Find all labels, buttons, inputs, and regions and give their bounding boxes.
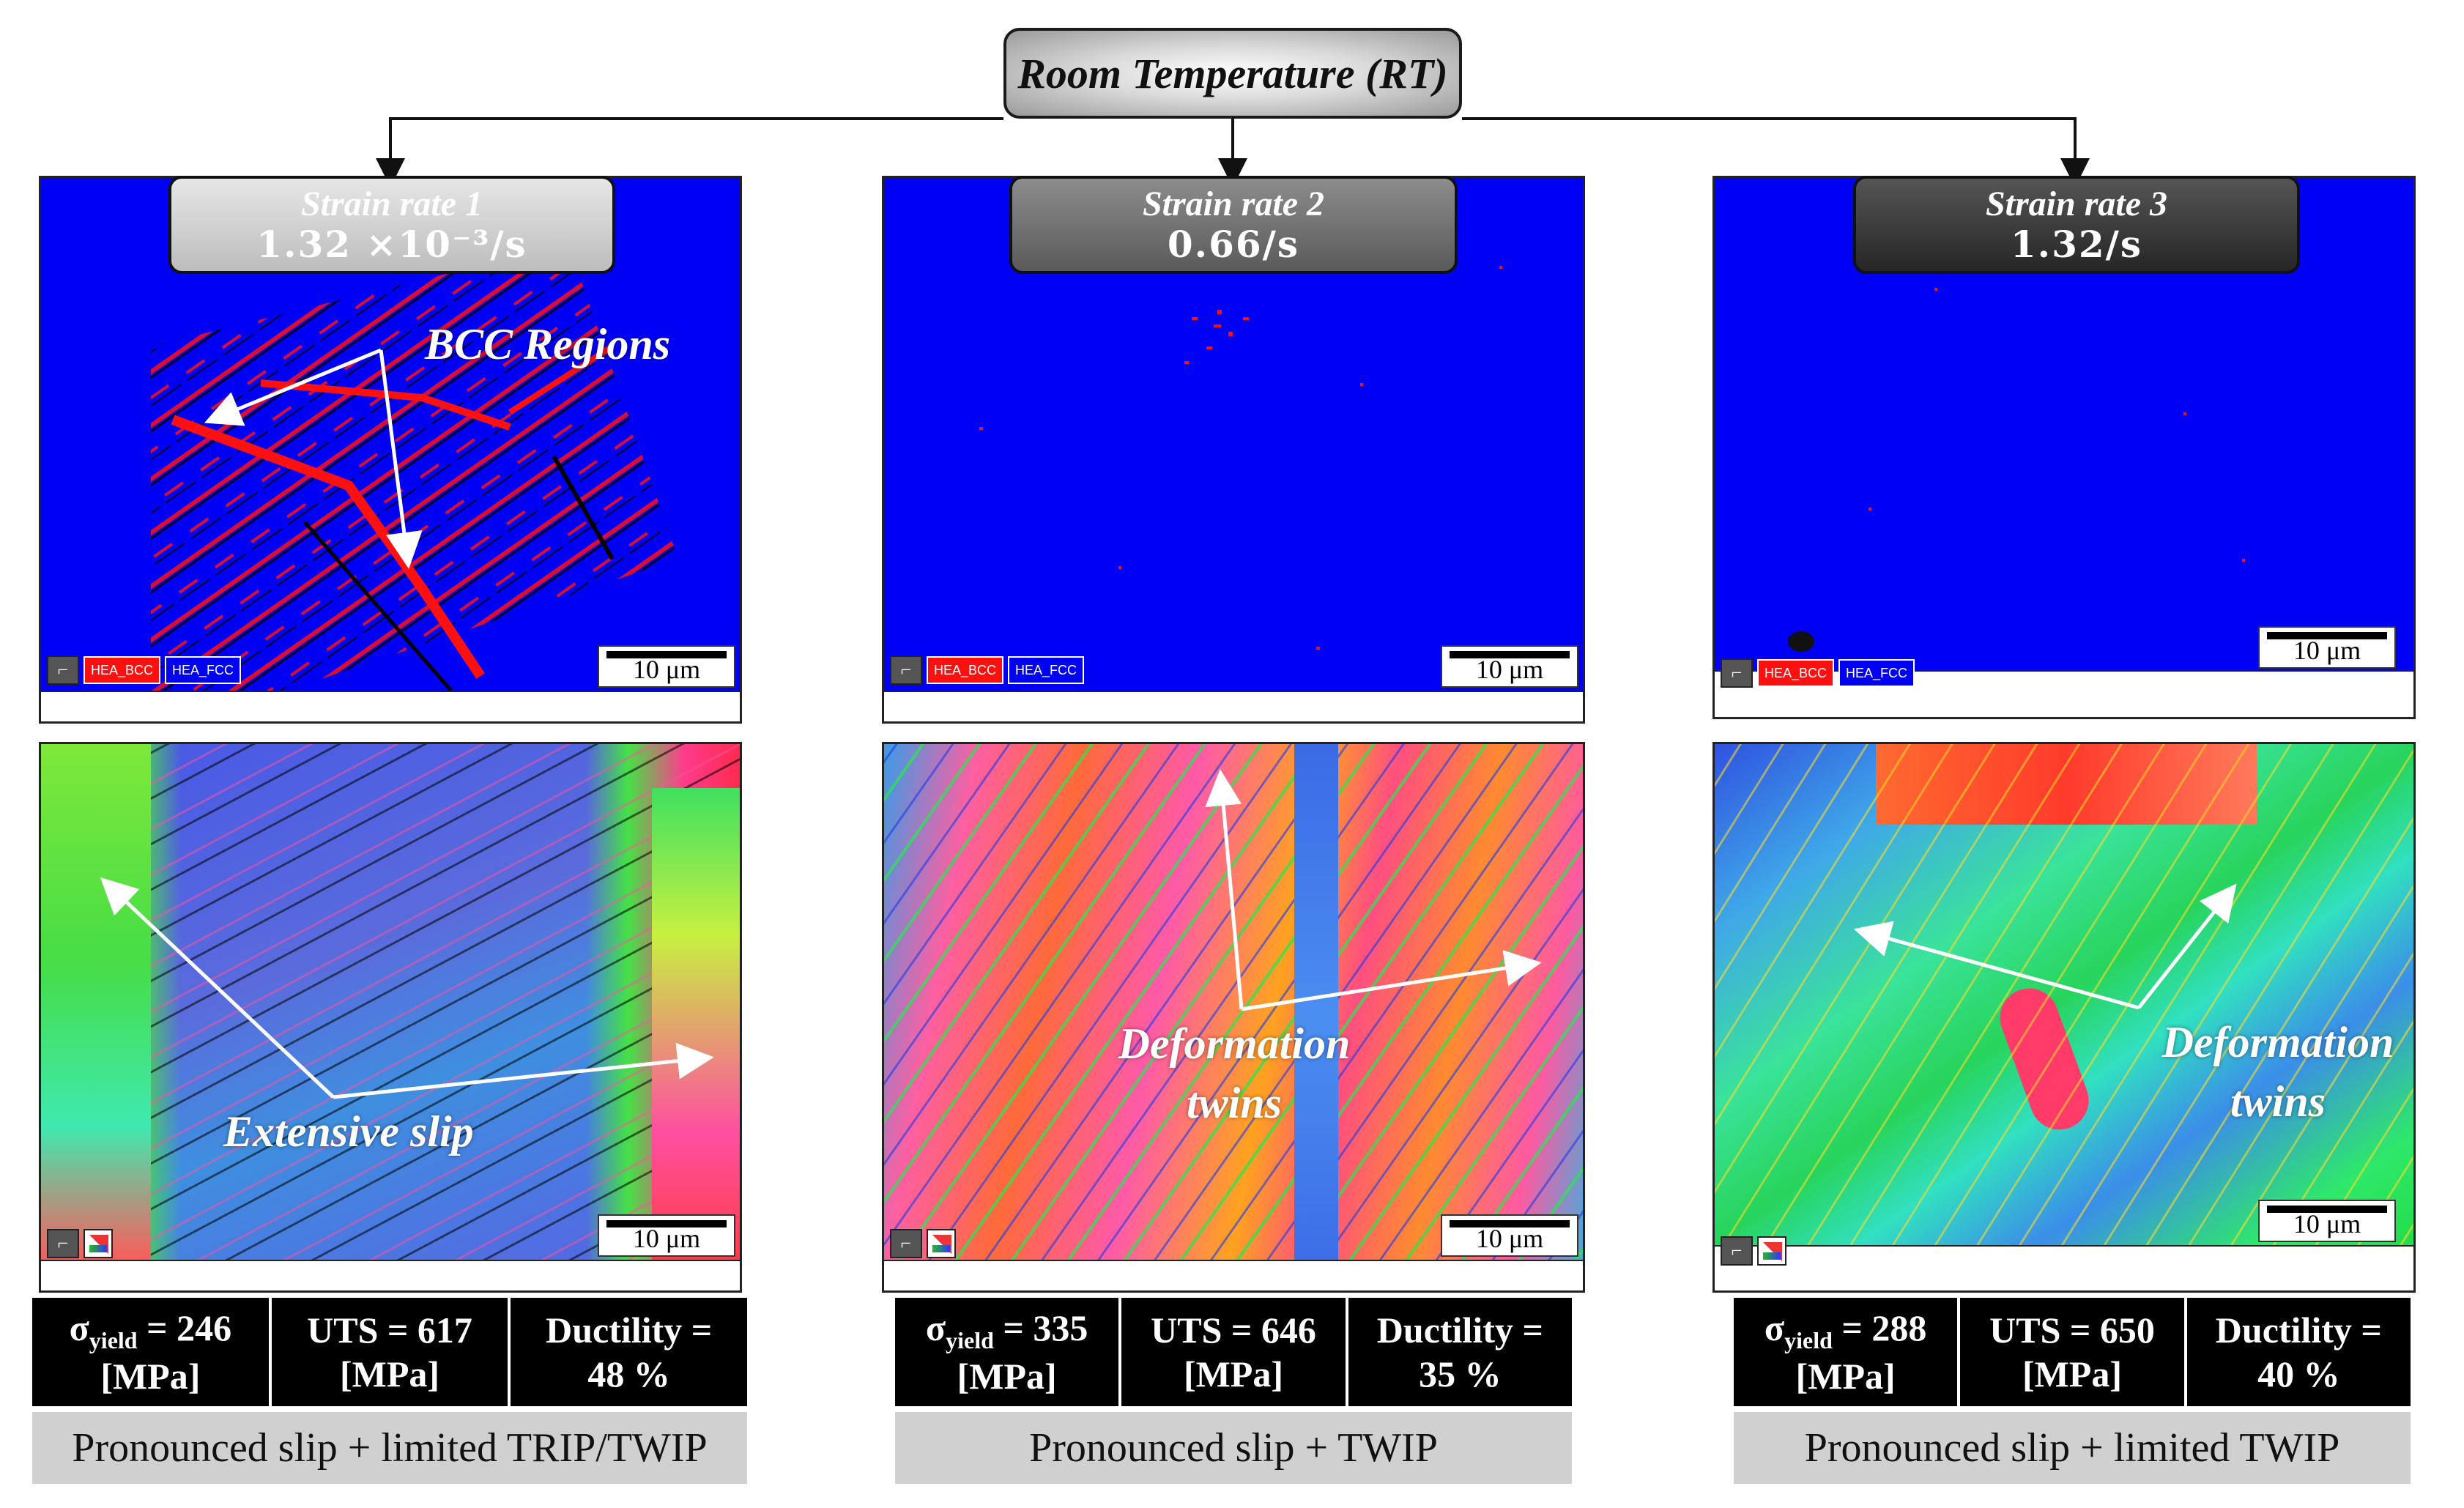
strain-rate-value-2: 0.66/s xyxy=(1167,222,1300,266)
strain-rate-label-2: Strain rate 2 xyxy=(1142,185,1325,224)
legend-fcc-1: HEA_FCC xyxy=(165,656,242,684)
ipf-triangle-icon xyxy=(1757,1236,1786,1266)
phase-legend-2: ⌐ HEA_BCC HEA_FCC xyxy=(890,655,1085,685)
phase-legend-3: ⌐ HEA_BCC HEA_FCC xyxy=(1721,658,1915,688)
strain-rate-box-3: Strain rate 3 1.32/s xyxy=(1853,176,2300,274)
phase-map-2-texture xyxy=(979,266,1502,650)
phase-map-2-strip xyxy=(884,691,1583,721)
phase-legend-1: ⌐ HEA_BCC HEA_FCC xyxy=(47,655,242,685)
yield-cell-3: σyield = 288 [MPa] xyxy=(1734,1298,1961,1406)
scale-bar-3a: 10 μm xyxy=(2258,626,2396,669)
yield-cell-2: σyield = 335 [MPa] xyxy=(895,1298,1122,1406)
ductility-cell-3: Ductility = 40 % xyxy=(2215,1310,2382,1394)
ipf-legend-1: ⌐ xyxy=(47,1229,113,1258)
annotation-twins-3: Deformation twins xyxy=(2161,1018,2394,1126)
props-row-1: σyield = 246 [MPa] UTS = 617 [MPa] Ductil… xyxy=(32,1298,747,1406)
ipf-map-3: ⌐ 10 μm xyxy=(1712,742,2416,1293)
phase-map-1-strip xyxy=(41,691,740,721)
scale-bar-2a: 10 μm xyxy=(1441,645,1578,688)
axes-icon: ⌐ xyxy=(1721,1236,1753,1266)
ipf-legend-3: ⌐ xyxy=(1721,1236,1786,1266)
legend-bcc-3: HEA_BCC xyxy=(1757,659,1835,687)
annotation-bcc-regions: BCC Regions xyxy=(425,320,671,368)
axes-icon: ⌐ xyxy=(890,1229,922,1258)
phase-map-2: ⌐ HEA_BCC HEA_FCC 10 μm xyxy=(882,176,1585,724)
strain-rate-label-3: Strain rate 3 xyxy=(1985,185,2168,224)
props-row-2: σyield = 335 [MPa] UTS = 646 [MPa] Ductil… xyxy=(895,1298,1572,1406)
legend-bcc-1: HEA_BCC xyxy=(84,656,161,684)
scale-bar-1b: 10 μm xyxy=(598,1214,735,1257)
axes-icon: ⌐ xyxy=(1721,658,1753,688)
legend-fcc-2: HEA_FCC xyxy=(1008,656,1085,684)
strain-rate-label-1: Strain rate 1 xyxy=(300,185,483,224)
strain-rate-box-1: Strain rate 1 1.32 ×10⁻³/s xyxy=(168,176,615,274)
props-row-3: σyield = 288 [MPa] UTS = 650 [MPa] Ductil… xyxy=(1734,1298,2411,1406)
mechanism-1: Pronounced slip + limited TRIP/TWIP xyxy=(32,1412,747,1484)
annotation-extensive-slip: Extensive slip xyxy=(223,1107,474,1156)
ipf-map-1-strip xyxy=(41,1260,740,1290)
ipf-map-1: ⌐ 10 μm xyxy=(39,742,742,1293)
uts-cell-3: UTS = 650 [MPa] xyxy=(1960,1298,2187,1406)
uts-cell-2: UTS = 646 [MPa] xyxy=(1121,1298,1348,1406)
axes-icon: ⌐ xyxy=(890,655,922,685)
phase-map-3-texture xyxy=(1788,288,2245,652)
axes-icon: ⌐ xyxy=(47,1229,79,1258)
uts-cell-1: UTS = 617 [MPa] xyxy=(272,1298,511,1406)
ductility-cell-2: Ductility = 35 % xyxy=(1376,1310,1543,1394)
scale-bar-3b: 10 μm xyxy=(2258,1200,2396,1242)
ipf-legend-2: ⌐ xyxy=(890,1229,956,1258)
yield-cell-1: σyield = 246 [MPa] xyxy=(32,1298,272,1406)
ipf-map-3-strip xyxy=(1715,1245,2413,1290)
ductility-cell-1: Ductility = 48 % xyxy=(546,1310,713,1394)
scale-bar-1a: 10 μm xyxy=(598,645,735,688)
strain-rate-box-2: Strain rate 2 0.66/s xyxy=(1009,176,1458,274)
ipf-map-2-strip xyxy=(884,1260,1583,1290)
legend-bcc-2: HEA_BCC xyxy=(927,656,1004,684)
title-box: Room Temperature (RT) xyxy=(1003,28,1462,119)
mechanism-3: Pronounced slip + limited TWIP xyxy=(1734,1412,2411,1484)
ipf-triangle-icon xyxy=(927,1229,956,1258)
strain-rate-value-1: 1.32 ×10⁻³/s xyxy=(256,222,527,266)
scale-bar-2b: 10 μm xyxy=(1441,1214,1578,1257)
ipf-triangle-icon xyxy=(84,1229,113,1258)
annotation-twins-2: Deformation twins xyxy=(1118,1019,1351,1127)
mechanism-2: Pronounced slip + TWIP xyxy=(895,1412,1572,1484)
legend-fcc-3: HEA_FCC xyxy=(1838,659,1915,687)
strain-rate-value-3: 1.32/s xyxy=(2010,222,2143,266)
axes-icon: ⌐ xyxy=(47,655,79,685)
